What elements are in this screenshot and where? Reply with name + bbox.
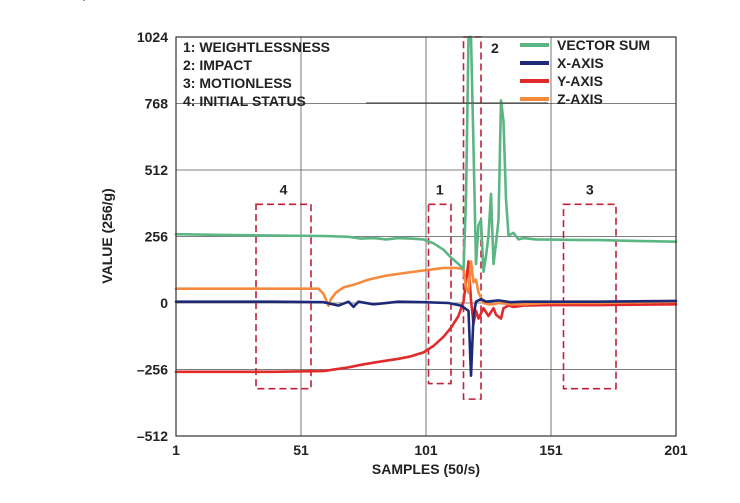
region-label-1: 1 xyxy=(436,181,444,197)
region-box-3 xyxy=(562,203,617,390)
legend: VECTOR SUM X-AXIS Y-AXIS Z-AXIS xyxy=(520,37,650,107)
x-tick-label: 1 xyxy=(172,442,180,458)
legend-label: Y-AXIS xyxy=(557,73,603,89)
region-label-2: 2 xyxy=(491,40,499,56)
annotation-2: 2: IMPACT xyxy=(183,57,252,73)
legend-label: VECTOR SUM xyxy=(557,37,650,53)
annotation-list: 1: WEIGHTLESSNESS 2: IMPACT 3: MOTIONLES… xyxy=(183,39,330,109)
y-tick-label: 256 xyxy=(145,229,169,245)
region-boxes: 4 1 2 3 xyxy=(255,36,617,400)
legend-label: X-AXIS xyxy=(557,55,604,71)
annotation-3: 3: MOTIONLESS xyxy=(183,75,292,91)
x-tick-label: 201 xyxy=(664,442,688,458)
x-tick-labels: 1 51 101 151 201 xyxy=(172,442,688,458)
region-label-4: 4 xyxy=(280,181,288,197)
series-line-y-axis xyxy=(174,260,678,374)
y-tick-label: 0 xyxy=(160,295,168,311)
series-lines xyxy=(174,35,678,377)
y-tick-label: –512 xyxy=(137,428,168,444)
plot-frame xyxy=(175,36,677,437)
annotation-4: 4: INITIAL STATUS xyxy=(183,93,306,109)
series-line-x-axis xyxy=(174,297,678,377)
x-tick-label: 51 xyxy=(293,442,309,458)
series-line-vector-sum xyxy=(174,35,678,274)
y-axis-title: VALUE (256/g) xyxy=(99,188,115,283)
corner-mark: · xyxy=(82,0,87,7)
region-box-4 xyxy=(255,203,312,390)
region-box-1 xyxy=(427,203,452,385)
region-label-3: 3 xyxy=(586,181,594,197)
y-tick-label: 1024 xyxy=(137,29,168,45)
y-tick-label: 512 xyxy=(145,162,169,178)
y-tick-label: 768 xyxy=(145,96,169,112)
y-tick-labels: 1024 768 512 256 0 –256 –512 xyxy=(137,29,168,444)
x-tick-label: 101 xyxy=(414,442,438,458)
y-tick-label: –256 xyxy=(137,362,168,378)
x-tick-label: 151 xyxy=(539,442,563,458)
legend-label: Z-AXIS xyxy=(557,91,603,107)
x-axis-title: SAMPLES (50/s) xyxy=(372,461,480,477)
region-box-2 xyxy=(462,36,482,400)
annotation-1: 1: WEIGHTLESSNESS xyxy=(183,39,330,55)
